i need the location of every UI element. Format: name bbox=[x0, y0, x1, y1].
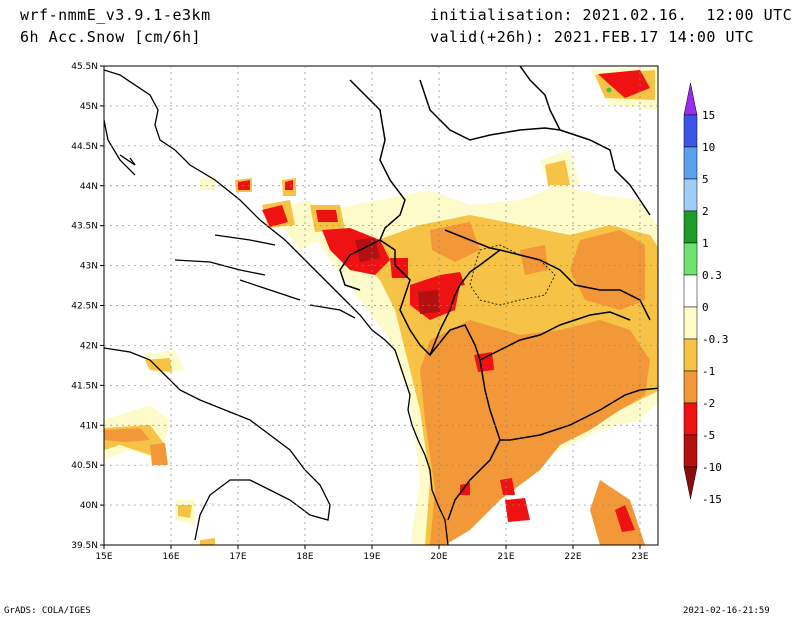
model-title: wrf-nmmE_v3.9.1-e3km bbox=[20, 6, 211, 24]
field-title: 6h Acc.Snow [cm/6h] bbox=[20, 28, 202, 46]
colorbar-label: -15 bbox=[702, 493, 722, 506]
lat-tick-label: 42N bbox=[80, 341, 98, 351]
colorbar-label: 0 bbox=[702, 301, 709, 314]
lon-tick-label: 15E bbox=[95, 552, 112, 562]
lat-tick-label: 44N bbox=[80, 182, 98, 192]
field-dark-red bbox=[355, 238, 440, 314]
gridlines bbox=[104, 66, 658, 545]
colorbar-segment bbox=[683, 242, 698, 276]
colorbar-segment bbox=[683, 146, 698, 180]
colorbar-bottom-arrow bbox=[683, 466, 698, 500]
lon-tick-label: 16E bbox=[162, 552, 179, 562]
field-green-dot bbox=[606, 87, 612, 93]
lon-tick-label: 17E bbox=[229, 552, 246, 562]
lat-tick-label: 39.5N bbox=[71, 541, 98, 551]
lon-tick-label: 21E bbox=[497, 552, 514, 562]
colorbar-label: 15 bbox=[702, 109, 715, 122]
colorbar-segment bbox=[683, 210, 698, 244]
valid-time: valid(+26h): 2021.FEB.17 14:00 UTC bbox=[430, 28, 755, 46]
init-time: initialisation: 2021.02.16. 12:00 UTC bbox=[430, 6, 793, 24]
colorbar-label: 10 bbox=[702, 141, 715, 154]
lat-tick-label: 42.5N bbox=[71, 302, 98, 312]
colorbar-label: 1 bbox=[702, 237, 709, 250]
lat-tick-label: 44.5N bbox=[71, 142, 98, 152]
lon-tick-label: 19E bbox=[363, 552, 380, 562]
colorbar-label: -10 bbox=[702, 461, 722, 474]
lat-tick-label: 41.5N bbox=[71, 381, 98, 391]
colorbar-segment bbox=[683, 178, 698, 212]
colorbar-segment bbox=[683, 338, 698, 372]
lat-tick-label: 40N bbox=[80, 501, 98, 511]
lon-tick-label: 23E bbox=[631, 552, 648, 562]
footer-credit: GrADS: COLA/IGES bbox=[4, 606, 91, 616]
colorbar-label: -1 bbox=[702, 365, 715, 378]
colorbar-label: -2 bbox=[702, 397, 715, 410]
footer-timestamp: 2021-02-16-21:59 bbox=[683, 606, 770, 616]
colorbar-segment bbox=[683, 402, 698, 436]
lat-tick-label: 40.5N bbox=[71, 461, 98, 471]
lat-tick-label: 41N bbox=[80, 421, 98, 431]
colorbar-segment bbox=[683, 114, 698, 148]
colorbar-label: 2 bbox=[702, 205, 709, 218]
lon-tick-label: 20E bbox=[430, 552, 447, 562]
lon-tick-label: 22E bbox=[564, 552, 581, 562]
snow-field bbox=[104, 66, 658, 545]
colorbar-label: 0.3 bbox=[702, 269, 722, 282]
colorbar-label: -0.3 bbox=[702, 333, 729, 346]
latitude-ticks: 45.5N 45N 44.5N 44N 43.5N 43N 42.5N 42N 41.5N 41N… bbox=[71, 62, 104, 551]
colorbar-segment bbox=[683, 306, 698, 340]
coastlines bbox=[104, 69, 449, 545]
colorbar-segment bbox=[683, 370, 698, 404]
colorbar-label: 5 bbox=[702, 173, 709, 186]
lat-tick-label: 43N bbox=[80, 262, 98, 272]
longitude-ticks: 15E 16E 17E 18E 19E 20E 21E 22E 23E bbox=[95, 545, 649, 562]
colorbar-segment bbox=[683, 434, 698, 468]
lat-tick-label: 43.5N bbox=[71, 222, 98, 232]
lat-tick-label: 45N bbox=[80, 102, 98, 112]
colorbar-segment bbox=[683, 274, 698, 308]
colorbar-top-arrow bbox=[683, 82, 698, 116]
colorbar: 15 10 5 2 1 0.3 0 -0.3 -1 -2 -5 -10 -15 bbox=[683, 82, 729, 506]
lon-tick-label: 18E bbox=[296, 552, 313, 562]
lat-tick-label: 45.5N bbox=[71, 62, 98, 72]
colorbar-label: -5 bbox=[702, 429, 715, 442]
